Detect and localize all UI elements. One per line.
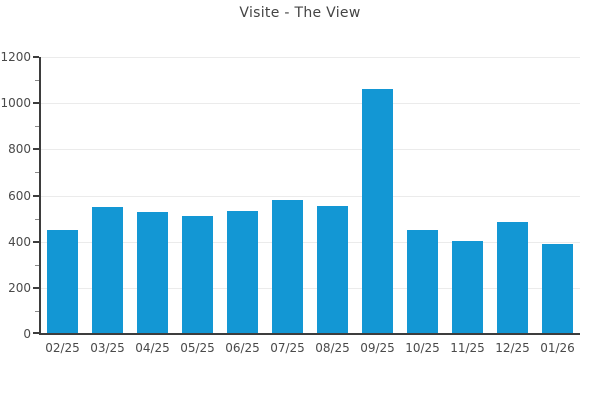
- bar-02-25: [47, 230, 78, 334]
- bar-10-25: [407, 230, 438, 334]
- y-major-tick-0: [33, 332, 39, 334]
- gridline-y-600: [41, 196, 580, 197]
- gridline-y-800: [41, 149, 580, 150]
- x-tick-label-02-25: 02/25: [45, 341, 80, 355]
- gridline-y-400: [41, 242, 580, 243]
- x-tick-label-11-25: 11/25: [450, 341, 485, 355]
- y-minor-tick-900: [35, 126, 39, 127]
- x-tick-label-08-25: 08/25: [315, 341, 350, 355]
- chart-title: Visite - The View: [239, 5, 361, 21]
- y-major-tick-800: [33, 148, 39, 150]
- bar-06-25: [227, 211, 258, 334]
- gridline-y-1200: [41, 57, 580, 58]
- bar-09-25: [362, 89, 393, 334]
- bar-04-25: [137, 212, 168, 334]
- bar-01-26: [542, 244, 573, 334]
- bar-07-25: [272, 200, 303, 334]
- y-axis-line: [39, 57, 41, 335]
- x-tick-label-06-25: 06/25: [225, 341, 260, 355]
- gridline-y-200: [41, 288, 580, 289]
- y-major-tick-1200: [33, 56, 39, 58]
- y-major-tick-400: [33, 241, 39, 243]
- x-tick-label-12-25: 12/25: [495, 341, 530, 355]
- y-tick-label-1200: 1200: [0, 50, 31, 64]
- y-minor-tick-100: [35, 311, 39, 312]
- x-axis-line: [39, 333, 580, 335]
- y-tick-label-800: 800: [8, 142, 31, 156]
- bar-05-25: [182, 216, 213, 334]
- y-major-tick-600: [33, 195, 39, 197]
- y-tick-label-600: 600: [8, 189, 31, 203]
- gridline-y-1000: [41, 103, 580, 104]
- x-tick-label-04-25: 04/25: [135, 341, 170, 355]
- y-tick-label-1000: 1000: [0, 96, 31, 110]
- x-tick-label-03-25: 03/25: [90, 341, 125, 355]
- y-minor-tick-300: [35, 265, 39, 266]
- y-minor-tick-700: [35, 172, 39, 173]
- x-tick-label-05-25: 05/25: [180, 341, 215, 355]
- bar-03-25: [92, 207, 123, 334]
- x-tick-label-10-25: 10/25: [405, 341, 440, 355]
- plot-area: 0 200 400 600 800 1000 1200 02/25 03/25 04/25 05/…: [0, 50, 580, 355]
- y-minor-tick-500: [35, 219, 39, 220]
- x-tick-label-07-25: 07/25: [270, 341, 305, 355]
- x-tick-label-09-25: 09/25: [360, 341, 395, 355]
- y-major-tick-200: [33, 287, 39, 289]
- y-minor-tick-1100: [35, 80, 39, 81]
- y-major-tick-1000: [33, 102, 39, 104]
- y-tick-label-200: 200: [8, 281, 31, 295]
- bar-12-25: [497, 222, 528, 334]
- y-tick-label-0: 0: [23, 327, 31, 341]
- bar-11-25: [452, 241, 483, 334]
- bar-08-25: [317, 206, 348, 334]
- y-tick-label-400: 400: [8, 235, 31, 249]
- x-tick-label-01-26: 01/26: [540, 341, 575, 355]
